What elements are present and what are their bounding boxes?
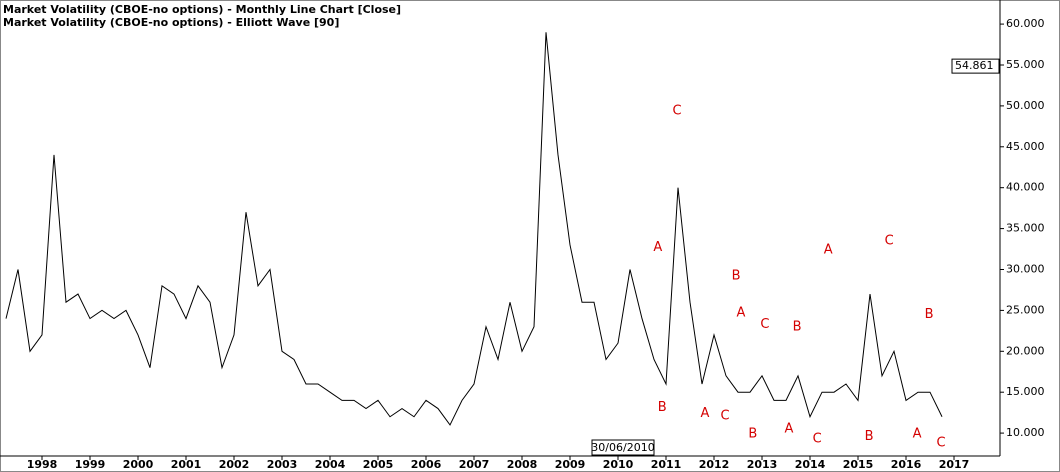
x-tick-label: 2003: [267, 458, 298, 471]
wave-label: C: [885, 233, 894, 248]
y-tick-label: 20.000: [1006, 344, 1045, 357]
y-tick-label: 50.000: [1006, 99, 1045, 112]
wave-label: B: [865, 429, 874, 444]
line-series: [5, 32, 943, 426]
wave-label: B: [925, 307, 934, 322]
x-tick-label: 2004: [315, 458, 346, 471]
x-tick-label: 1999: [75, 458, 106, 471]
wave-label: C: [937, 435, 946, 450]
wave-label: A: [784, 422, 793, 437]
x-tick-label: 2013: [747, 458, 778, 471]
x-tick-label: 1998: [27, 458, 58, 471]
wave-label: C: [721, 408, 730, 423]
wave-label: A: [700, 406, 709, 421]
y-tick-label: 35.000: [1006, 222, 1045, 235]
y-tick-label: 60.000: [1006, 17, 1045, 30]
x-tick-label: 2009: [555, 458, 586, 471]
wave-label: C: [760, 317, 769, 332]
wave-label: A: [736, 305, 745, 320]
wave-label: B: [793, 319, 802, 334]
y-tick-label: 25.000: [1006, 303, 1045, 316]
x-tick-label: 2014: [795, 458, 826, 471]
y-tick-label: 30.000: [1006, 262, 1045, 275]
y-tick-label: 45.000: [1006, 140, 1045, 153]
y-tick-label: 15.000: [1006, 385, 1045, 398]
chart-subtitle: Market Volatility (CBOE-no options) - El…: [3, 16, 339, 29]
wave-label: C: [813, 431, 822, 446]
cursor-label: 30/06/2010: [591, 441, 654, 454]
x-tick-label: 2005: [363, 458, 394, 471]
wave-label: B: [732, 269, 741, 284]
chart-title: Market Volatility (CBOE-no options) - Mo…: [3, 3, 401, 16]
x-tick-label: 2017: [939, 458, 970, 471]
y-tick-label: 40.000: [1006, 181, 1045, 194]
wave-label: A: [913, 426, 922, 441]
x-tick-label: 2015: [843, 458, 874, 471]
x-tick-label: 2016: [891, 458, 922, 471]
x-tick-label: 2002: [219, 458, 250, 471]
marker-box: [951, 58, 1000, 74]
cursor-box: [591, 439, 655, 456]
wave-label: B: [658, 400, 667, 415]
wave-label: C: [673, 103, 682, 118]
x-tick-label: 2008: [507, 458, 538, 471]
marker-label: 54.861: [955, 59, 994, 72]
x-tick-label: 2006: [411, 458, 442, 471]
x-tick-label: 2007: [459, 458, 490, 471]
wave-label: B: [748, 426, 757, 441]
x-tick-label: 2000: [123, 458, 154, 471]
wave-label: A: [653, 240, 662, 255]
x-tick-label: 2010: [603, 458, 634, 471]
x-tick-label: 2012: [699, 458, 730, 471]
x-tick-label: 2001: [171, 458, 202, 471]
y-tick-label: 55.000: [1006, 58, 1045, 71]
wave-label: A: [824, 242, 833, 257]
y-tick-label: 10.000: [1006, 426, 1045, 439]
x-tick-label: 2011: [651, 458, 682, 471]
